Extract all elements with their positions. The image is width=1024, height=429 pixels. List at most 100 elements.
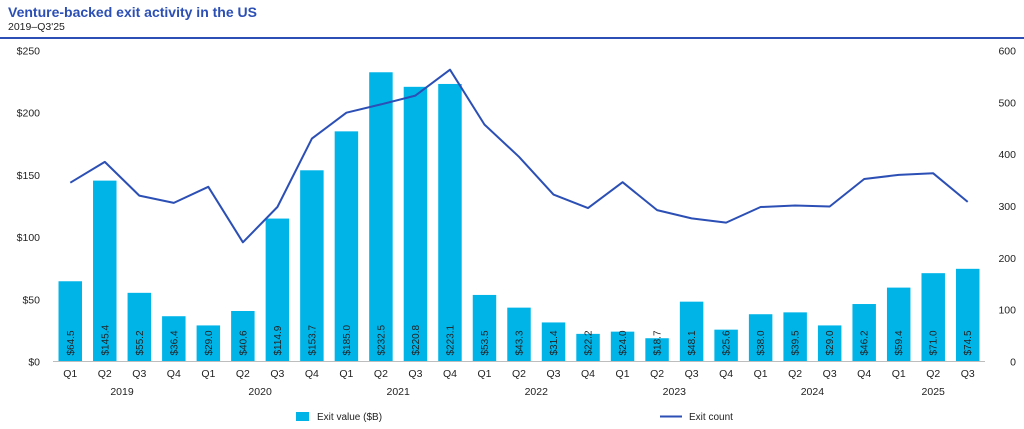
x-year-label: 2021 [387,386,411,398]
y-left-tick-label: $50 [22,294,40,306]
bar-value-label: $220.8 [411,324,422,355]
x-tick-label: Q1 [63,368,77,380]
x-tick-label: Q4 [443,368,457,380]
y-right-tick-label: 500 [998,97,1016,109]
bar [438,83,462,362]
bar [541,322,566,362]
x-year-label: 2024 [801,386,825,398]
bar [196,325,221,362]
bar-value-label: $71.0 [929,330,940,355]
x-tick-label: Q1 [754,368,768,380]
x-tick-label: Q4 [305,368,319,380]
x-tick-label: Q2 [926,368,940,380]
x-tick-label: Q1 [201,368,215,380]
bar [921,273,945,362]
y-left-tick-label: $150 [17,170,41,182]
left-axis: $0 $50 $100 $150 $200 $250 [17,46,41,369]
bar [748,314,773,362]
bar [714,329,738,362]
x-tick-label: Q1 [477,368,491,380]
bar [576,333,600,362]
chart-subtitle: 2019–Q3'25 [8,21,65,33]
bar [817,325,842,362]
bar-value-label: $25.6 [722,330,733,355]
x-year-label: 2020 [248,386,272,398]
bar [852,304,876,362]
bar-value-label: $43.3 [515,330,526,355]
bar-value-label: $145.4 [100,324,111,355]
bar [369,72,393,362]
y-left-tick-label: $100 [17,232,41,244]
bar [93,180,117,362]
bar-value-label: $36.4 [169,330,180,355]
legend-label-exit-count: Exit count [689,412,733,423]
bar [472,294,497,362]
bar [783,312,807,362]
bar [679,301,704,362]
bar-value-label: $29.0 [825,330,836,355]
x-tick-label: Q4 [167,368,181,380]
x-year-label: 2022 [525,386,549,398]
y-right-tick-label: 400 [998,149,1016,161]
x-tick-label: Q2 [236,368,250,380]
bar [265,218,290,362]
x-axis: Q1 Q2 Q3 Q4 Q1 Q2 Q3 Q4 Q1 Q2 Q3 Q4 Q1 Q2 Q3 Q4 Q1 Q2 Q3 Q4… [53,361,985,398]
bar-value-label: $74.5 [963,330,974,355]
y-left-tick-label: $0 [28,357,40,369]
bar [231,310,255,362]
bar [956,268,980,362]
bar-value-label: $39.5 [791,330,802,355]
title-divider [0,37,1024,39]
bar [886,287,911,362]
bar [58,281,82,362]
y-right-tick-label: 300 [998,201,1016,213]
y-right-tick-label: 100 [998,305,1016,317]
bar-value-label: $38.0 [756,330,767,355]
y-right-tick-label: 200 [998,253,1016,265]
bar-value-label: $59.4 [894,330,905,355]
y-right-tick-label: 0 [1010,357,1016,369]
chart-title: Venture-backed exit activity in the US [8,4,257,20]
legend: Exit value ($B) Exit count [296,412,733,423]
bar [127,292,152,362]
bar [507,307,531,362]
bar-value-label: $53.5 [480,330,491,355]
bar-value-label: $232.5 [376,324,387,355]
bar [334,131,359,362]
bar-value-label: $40.6 [238,330,249,355]
bar-value-label: $55.2 [135,330,146,355]
x-tick-label: Q3 [132,368,146,380]
bar-series [58,72,980,362]
bar [403,86,428,362]
bar-value-label: $22.2 [584,330,595,355]
bar-labels: $64.5 $145.4 $55.2 $36.4 $29.0 $40.6 $114.9 $15… [66,324,974,355]
x-tick-label: Q3 [270,368,284,380]
line-series [69,68,969,244]
bar-value-label: $18.7 [653,330,664,355]
bar-value-label: $24.0 [618,330,629,355]
bar-value-label: $114.9 [273,325,284,355]
bar-value-label: $46.2 [860,330,871,355]
x-tick-label: Q2 [788,368,802,380]
y-left-tick-label: $200 [17,108,41,120]
x-tick-label: Q1 [339,368,353,380]
x-tick-label: Q2 [512,368,526,380]
legend-label-exit-value: Exit value ($B) [317,412,382,423]
bar-value-label: $48.1 [687,330,698,355]
x-year-label: 2019 [110,386,134,398]
x-tick-label: Q4 [581,368,595,380]
x-tick-label: Q3 [408,368,422,380]
bar-value-label: $64.5 [66,330,77,355]
bar-value-label: $31.4 [549,330,560,355]
x-year-label: 2025 [922,386,946,398]
x-tick-label: Q3 [823,368,837,380]
bar-value-label: $223.1 [445,324,456,355]
x-tick-label: Q4 [719,368,733,380]
x-year-label: 2023 [663,386,687,398]
x-tick-label: Q1 [892,368,906,380]
bar-value-label: $153.7 [307,324,318,355]
bar [645,338,669,362]
exit-count-line [69,68,969,244]
legend-swatch-bar [296,412,309,421]
bar [300,170,324,362]
